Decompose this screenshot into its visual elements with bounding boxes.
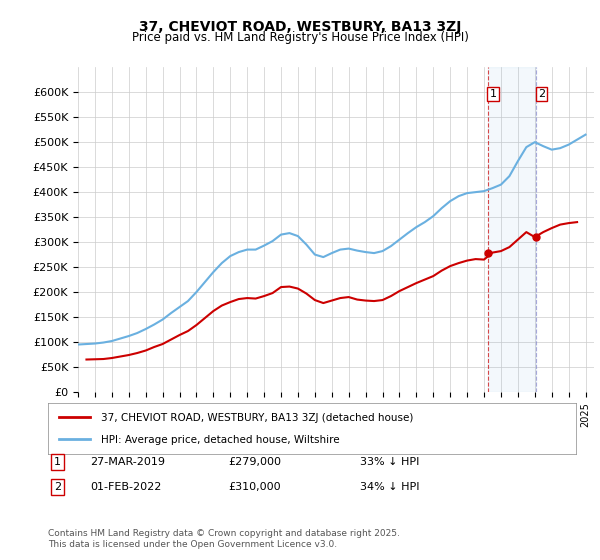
Text: £310,000: £310,000 [228,482,281,492]
Text: 33% ↓ HPI: 33% ↓ HPI [360,457,419,467]
Text: 34% ↓ HPI: 34% ↓ HPI [360,482,419,492]
Text: 27-MAR-2019: 27-MAR-2019 [90,457,165,467]
Text: Price paid vs. HM Land Registry's House Price Index (HPI): Price paid vs. HM Land Registry's House … [131,31,469,44]
Text: 2: 2 [54,482,61,492]
Text: Contains HM Land Registry data © Crown copyright and database right 2025.
This d: Contains HM Land Registry data © Crown c… [48,529,400,549]
Text: 1: 1 [490,89,497,99]
Text: HPI: Average price, detached house, Wiltshire: HPI: Average price, detached house, Wilt… [101,436,340,446]
Text: 37, CHEVIOT ROAD, WESTBURY, BA13 3ZJ: 37, CHEVIOT ROAD, WESTBURY, BA13 3ZJ [139,20,461,34]
Text: 1: 1 [54,457,61,467]
Text: 2: 2 [538,89,545,99]
Text: 37, CHEVIOT ROAD, WESTBURY, BA13 3ZJ (detached house): 37, CHEVIOT ROAD, WESTBURY, BA13 3ZJ (de… [101,413,413,423]
Text: £279,000: £279,000 [228,457,281,467]
Bar [488,67,536,392]
Text: 01-FEB-2022: 01-FEB-2022 [90,482,161,492]
